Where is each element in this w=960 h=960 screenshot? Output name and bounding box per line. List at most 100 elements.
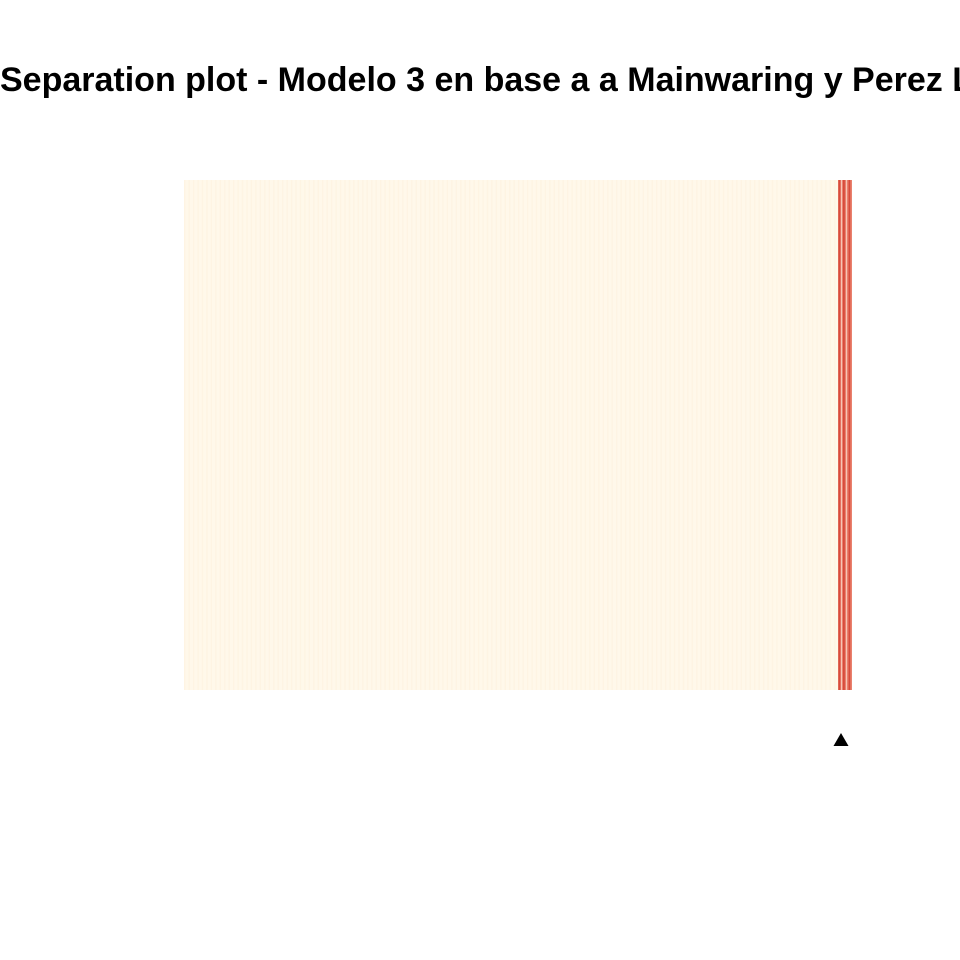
observation-bar <box>651 180 653 690</box>
observation-bar <box>669 180 671 690</box>
observation-bar <box>206 180 208 690</box>
observation-bar <box>673 180 676 690</box>
observation-bar <box>776 180 778 690</box>
observation-bar <box>660 180 662 690</box>
observation-bar <box>593 180 596 690</box>
observation-bar <box>598 180 600 690</box>
event-line <box>843 180 845 690</box>
observation-bar <box>558 180 560 690</box>
observation-bar <box>473 180 475 690</box>
observation-bar <box>566 180 569 690</box>
separator-line <box>841 180 842 690</box>
observation-bar <box>250 180 253 690</box>
observation-bar <box>491 180 493 690</box>
observation-bar <box>388 180 391 690</box>
observation-bar <box>767 180 769 690</box>
observation-bar <box>749 180 751 690</box>
observation-bar <box>313 180 315 690</box>
observation-bar <box>201 180 204 690</box>
observation-bar <box>268 180 270 690</box>
observation-bar <box>411 180 413 690</box>
observation-bar <box>647 180 649 690</box>
observation-bar <box>428 180 431 690</box>
observation-bar <box>620 180 622 690</box>
observation-bar <box>785 180 787 690</box>
observation-bar <box>246 180 248 690</box>
observation-bar <box>727 180 729 690</box>
observation-bar <box>518 180 520 690</box>
observation-bar <box>829 180 832 690</box>
observation-bar <box>633 180 636 690</box>
observation-bar <box>509 180 511 690</box>
observation-bar <box>304 180 306 690</box>
observation-bar <box>691 180 694 690</box>
observation-bar <box>816 180 818 690</box>
observation-bar <box>241 180 244 690</box>
observation-bar <box>477 180 480 690</box>
observation-bar <box>339 180 342 690</box>
observation-bar <box>780 180 783 690</box>
observation-bar <box>366 180 368 690</box>
observation-bar <box>602 180 604 690</box>
observation-bar <box>348 180 351 690</box>
observation-bar <box>803 180 805 690</box>
chart-title: Separation plot - Modelo 3 en base a a M… <box>0 61 960 99</box>
observation-bar <box>215 180 217 690</box>
observation-bar <box>469 180 471 690</box>
observation-bar <box>273 180 275 690</box>
observation-bar <box>322 180 324 690</box>
observation-bar <box>807 180 809 690</box>
observation-bar <box>420 180 422 690</box>
observation-bar <box>713 180 716 690</box>
observation-bar <box>687 180 689 690</box>
observation-bar <box>771 180 774 690</box>
observation-bar <box>188 180 190 690</box>
observation-bar <box>442 180 444 690</box>
observation-bar <box>736 180 738 690</box>
observation-bar <box>264 180 266 690</box>
observation-bar <box>437 180 440 690</box>
observation-bar <box>317 180 319 690</box>
observation-bar <box>219 180 221 690</box>
observation-bar <box>789 180 791 690</box>
observation-bar <box>326 180 328 690</box>
observation-bar <box>718 180 720 690</box>
observation-bar <box>406 180 409 690</box>
observation-bar <box>451 180 453 690</box>
observation-bar <box>504 180 506 690</box>
observation-bar <box>344 180 346 690</box>
observation-bar <box>798 180 800 690</box>
observation-bar <box>402 180 404 690</box>
observation-bar <box>794 180 796 690</box>
observation-bar <box>192 180 195 690</box>
observation-bar <box>575 180 578 690</box>
observation-bar <box>513 180 515 690</box>
observation-bar <box>629 180 631 690</box>
observation-bar <box>762 180 765 690</box>
observation-bar <box>224 180 226 690</box>
observation-bar <box>384 180 386 690</box>
observation-bar <box>709 180 711 690</box>
separation-bars <box>184 180 852 690</box>
observation-bar <box>308 180 311 690</box>
observation-bar <box>834 180 836 690</box>
observation-bar <box>705 180 707 690</box>
observation-bar <box>522 180 524 690</box>
observation-bar <box>464 180 466 690</box>
observation-bar <box>228 180 230 690</box>
observation-bar <box>531 180 533 690</box>
observation-bar <box>562 180 564 690</box>
observation-bar <box>255 180 257 690</box>
observation-bar <box>615 180 618 690</box>
observation-bar <box>731 180 734 690</box>
observation-bar <box>589 180 591 690</box>
observation-bar <box>500 180 502 690</box>
observation-bar <box>535 180 538 690</box>
observation-bar <box>455 180 457 690</box>
observation-bar <box>584 180 587 690</box>
observation-bar <box>397 180 400 690</box>
observation-bar <box>424 180 426 690</box>
observation-bar <box>415 180 417 690</box>
observation-bar <box>277 180 279 690</box>
